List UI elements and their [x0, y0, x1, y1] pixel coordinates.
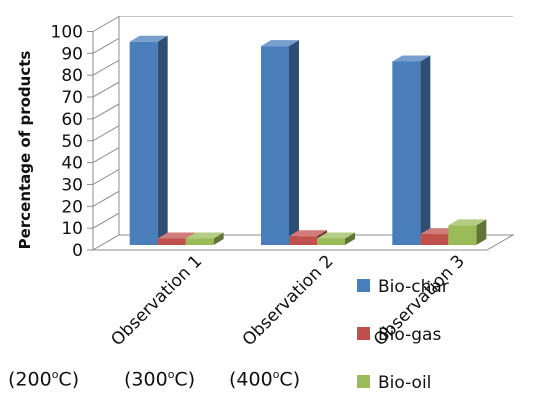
bar-bio-char-2	[261, 40, 299, 245]
y-tick-40: 40	[61, 154, 83, 174]
legend-swatch-2	[357, 327, 370, 340]
category-note-3: (400oC)	[229, 368, 300, 390]
category-note-1: (200oC)	[8, 368, 79, 390]
y-axis-label: Percentage of products	[16, 51, 34, 250]
legend-label-3: Bio-oil	[378, 373, 431, 393]
y-tick-70: 70	[61, 88, 83, 108]
y-tick-100: 100	[51, 23, 83, 43]
y-tick-90: 90	[61, 44, 83, 64]
y-tick-10: 10	[61, 219, 83, 239]
legend-swatch-3	[357, 375, 370, 388]
bar-bio-char-3	[392, 55, 430, 245]
bar-bio-oil-3	[448, 219, 486, 245]
category-note-2: (300oC)	[124, 368, 195, 390]
y-tick-80: 80	[61, 66, 83, 86]
back-wall	[119, 17, 513, 236]
y-tick-60: 60	[61, 110, 83, 130]
x-tick-label-1: Observation 1	[107, 251, 206, 350]
y-tick-30: 30	[61, 175, 83, 195]
bar-bio-char-1	[130, 36, 168, 245]
y-tick-0: 0	[72, 241, 83, 261]
legend-label-2: Bio-gas	[378, 325, 441, 345]
y-tick-50: 50	[61, 132, 83, 152]
legend-label-1: Bio-char	[378, 277, 449, 297]
y-tick-20: 20	[61, 197, 83, 217]
legend-swatch-1	[357, 279, 370, 292]
x-tick-label-2: Observation 2	[239, 251, 338, 350]
